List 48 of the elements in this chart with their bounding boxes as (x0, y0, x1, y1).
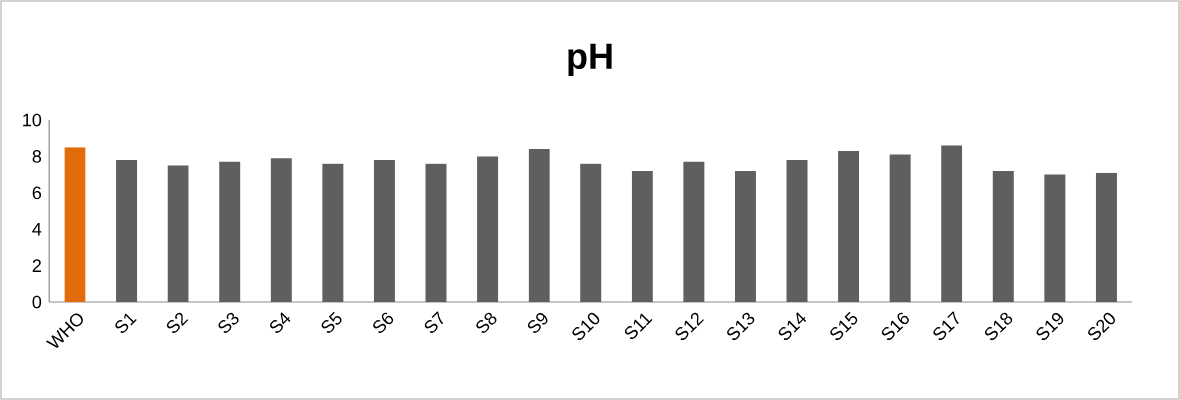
x-tick-label: S20 (1088, 312, 1115, 340)
bar (528, 149, 550, 302)
bar (992, 170, 1014, 302)
bar (631, 170, 653, 302)
y-tick-label: 6 (32, 186, 42, 200)
bar (1095, 172, 1117, 302)
bar (889, 154, 911, 302)
bar (373, 160, 395, 302)
bar (167, 165, 189, 302)
x-tick-label: S11 (624, 313, 653, 340)
x-tick-label: S13 (727, 312, 755, 340)
x-tick-label: S7 (424, 311, 444, 333)
x-tick-label: S16 (881, 312, 909, 340)
bar (734, 170, 756, 302)
y-tick-label: 2 (32, 259, 41, 272)
x-tick-label: S3 (218, 312, 239, 333)
x-tick-label: S12 (675, 312, 704, 340)
bar (838, 150, 860, 302)
x-tick-label: S6 (373, 312, 394, 333)
x-tick-label: S4 (270, 312, 291, 333)
x-tick-label: S15 (830, 311, 858, 340)
bar (941, 145, 963, 302)
bar (64, 147, 86, 302)
bar (116, 160, 138, 302)
x-tick-label: S5 (321, 311, 342, 333)
y-tick-label: 8 (32, 150, 42, 163)
x-tick-label: S8 (476, 312, 497, 333)
bar (683, 161, 705, 302)
y-tick-label: 0 (32, 295, 42, 309)
bar (322, 163, 344, 302)
x-tick-label: S9 (527, 312, 548, 333)
x-tick-label: S17 (933, 311, 959, 340)
x-tick-label: S14 (778, 312, 807, 340)
x-tick-label: S18 (984, 312, 1013, 340)
x-tick-label: S2 (166, 312, 189, 333)
bar (219, 161, 241, 302)
bar (1044, 174, 1066, 302)
x-tick-label: S1 (115, 313, 137, 333)
y-tick-label: 10 (23, 113, 42, 127)
bar (786, 160, 808, 302)
chart-title: pH (568, 43, 612, 77)
x-tick-label: S10 (572, 312, 600, 340)
bar (425, 163, 447, 302)
x-tick-label: S19 (1036, 312, 1064, 340)
bar (270, 158, 292, 302)
bar (477, 156, 499, 302)
y-tick-label: 4 (32, 223, 42, 236)
bar (580, 163, 602, 302)
